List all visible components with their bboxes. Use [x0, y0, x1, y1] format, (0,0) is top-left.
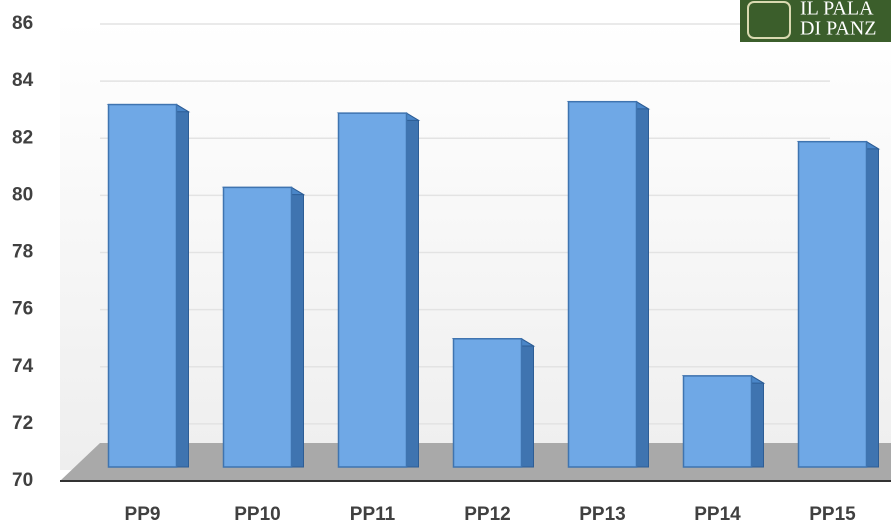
bar	[797, 140, 868, 468]
bar-side	[751, 375, 764, 468]
bar	[222, 186, 293, 468]
bar-side	[176, 103, 189, 468]
bar-side	[866, 140, 879, 468]
y-tick-label: 76	[12, 299, 33, 320]
logo-line: IL PALA	[800, 0, 874, 20]
logo-box	[740, 0, 891, 42]
x-tick-label: PP13	[579, 504, 625, 525]
x-tick-label: PP9	[125, 504, 161, 525]
logo-emblem	[747, 1, 791, 39]
x-tick-label: PP10	[234, 504, 280, 525]
x-tick-label: PP12	[464, 504, 510, 525]
y-tick-label: 84	[12, 70, 34, 91]
y-tick-label: 70	[12, 470, 33, 491]
bar-side	[291, 186, 304, 468]
y-tick-label: 80	[12, 184, 33, 205]
bar	[682, 375, 753, 468]
y-tick-label: 74	[12, 356, 34, 377]
logo: IL PALA DI PANZ	[740, 0, 891, 42]
bar	[452, 338, 523, 468]
y-tick-label: 78	[12, 242, 33, 263]
logo-line: DI PANZ	[800, 18, 877, 40]
x-tick-label: PP15	[809, 504, 856, 525]
bar	[337, 112, 408, 468]
y-tick-label: 82	[12, 127, 33, 148]
bar-side	[636, 100, 649, 468]
x-tick-label: PP11	[350, 504, 396, 525]
bar-side	[406, 112, 419, 468]
y-tick-label: 86	[12, 13, 33, 34]
y-tick-label: 72	[12, 413, 33, 434]
bar	[107, 103, 178, 468]
bar-side	[521, 337, 534, 468]
x-tick-label: PP14	[694, 504, 741, 525]
bar	[567, 100, 638, 468]
